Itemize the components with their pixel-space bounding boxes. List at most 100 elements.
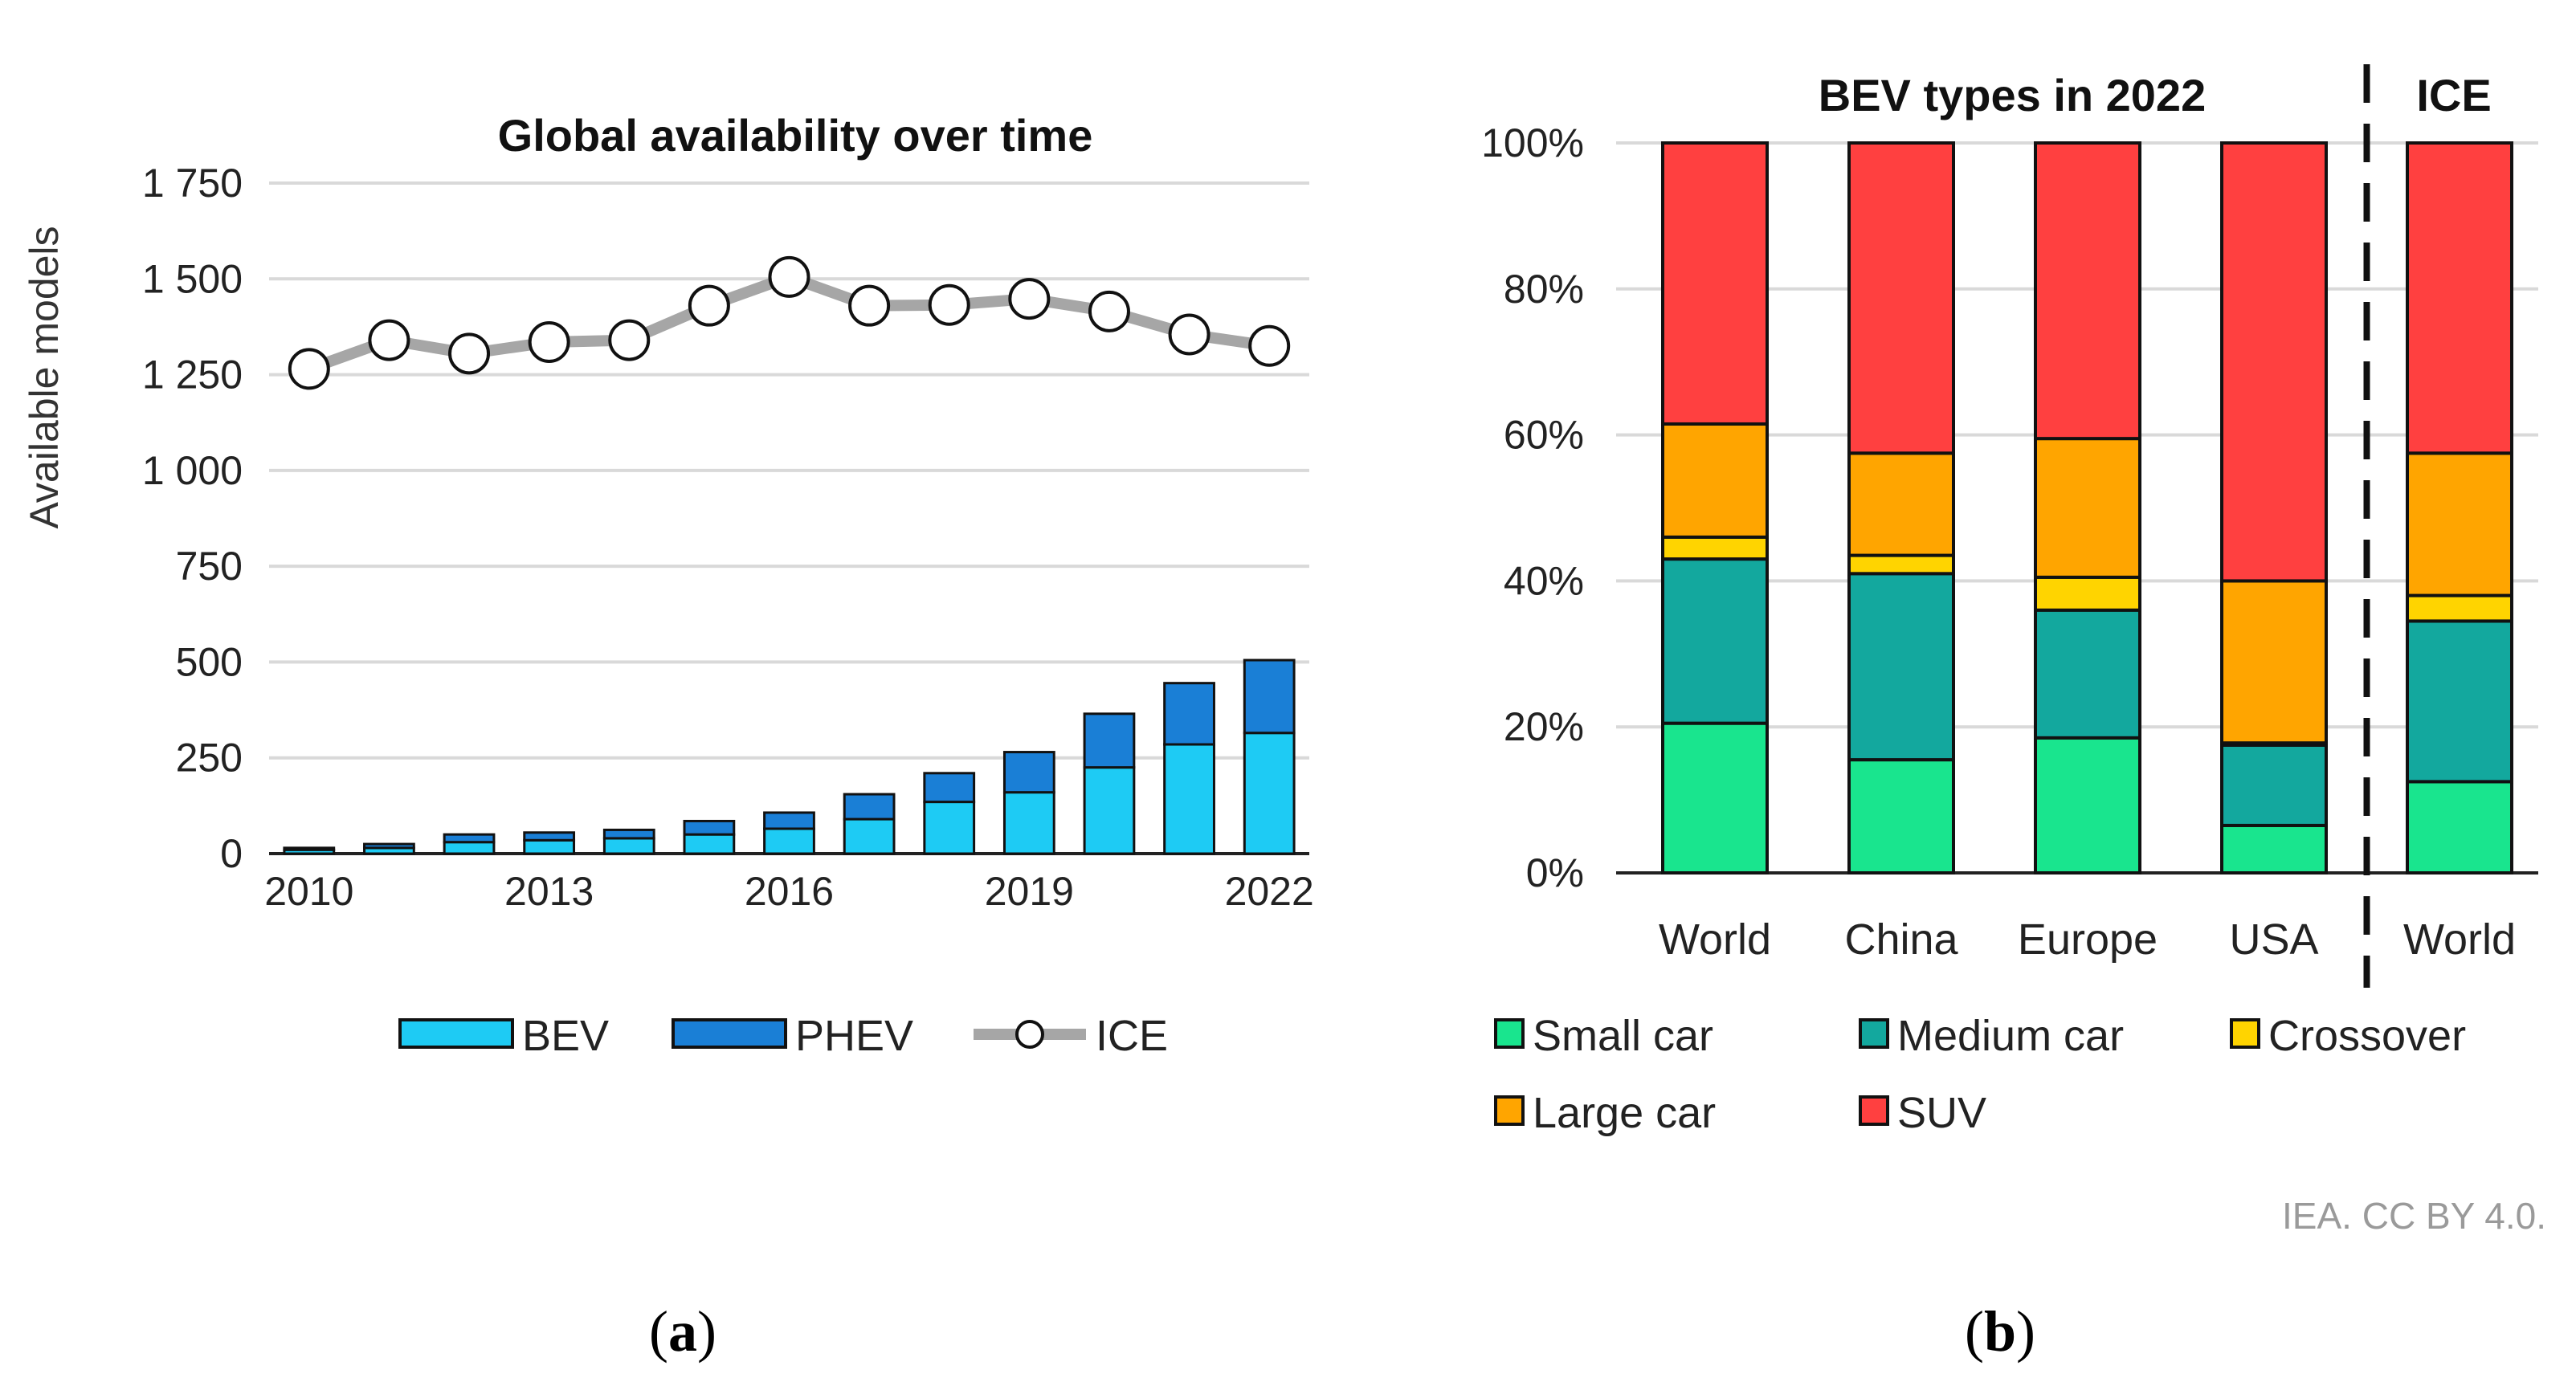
legend-swatch-phev	[672, 1018, 787, 1049]
panel-b-y-tick-label: 20%	[1504, 704, 1584, 749]
panel-a-gridlines	[269, 181, 1309, 855]
panel-b-stacked-bar-chart: BEV types in 2022 ICE 0% 20% 40% 60% 80% 100%…	[1481, 64, 2546, 1237]
ice-point-2021	[1168, 313, 1210, 356]
bar-phev-2019	[1002, 751, 1055, 794]
legend-label-crossover: Crossover	[2268, 1012, 2466, 1060]
bar-phev-2013	[523, 831, 576, 842]
bar-suv-china-1	[1847, 141, 1955, 455]
legend-swatch-bev	[398, 1018, 514, 1049]
bar-large-car-usa-3	[2220, 579, 2328, 745]
panel-b-y-tick-labels: 0% 20% 40% 60% 80% 100%	[1481, 120, 1584, 895]
ice-point-2022	[1248, 324, 1291, 367]
bar-medium-car-europe-2	[2034, 608, 2141, 740]
panel-a-x-tick-label: 2016	[745, 869, 834, 914]
panel-a-y-tick-label: 0	[220, 831, 243, 876]
legend-label-bev: BEV	[522, 1012, 609, 1060]
panel-label-a: (a)	[649, 1299, 716, 1364]
bar-bev-2014	[602, 837, 655, 855]
legend-swatch-crossover	[2230, 1018, 2260, 1049]
panel-b-y-tick-label: 60%	[1504, 413, 1584, 458]
bar-large-car-world-4	[2406, 451, 2513, 597]
bar-phev-2021	[1163, 682, 1215, 746]
ice-point-2014	[608, 319, 651, 361]
bar-crossover-world-4	[2406, 593, 2513, 623]
bar-bev-2019	[1002, 791, 1055, 855]
bar-medium-car-world-4	[2406, 619, 2513, 784]
panel-a-x-tick-label: 2013	[504, 869, 594, 914]
bar-medium-car-world-0	[1661, 557, 1769, 725]
bar-suv-world-4	[2406, 141, 2513, 455]
ice-point-2013	[528, 321, 570, 364]
ice-point-2015	[688, 284, 730, 327]
panel-a-y-tick-label: 1 500	[142, 256, 243, 301]
panel-b-category-label: Europe	[2018, 915, 2158, 964]
ice-point-2017	[848, 284, 891, 327]
legend-label-medium-car: Medium car	[1897, 1012, 2124, 1060]
bar-large-car-china-1	[1847, 451, 1955, 557]
panel-a-y-tick-label: 750	[176, 544, 243, 589]
bar-phev-2022	[1243, 658, 1296, 735]
ice-point-2012	[448, 332, 491, 375]
panel-a-y-tick-label: 1 250	[142, 353, 243, 398]
bar-large-car-world-0	[1661, 422, 1769, 539]
credit-text: IEA. CC BY 4.0.	[2282, 1195, 2546, 1237]
legend-swatch-suv	[1859, 1095, 1889, 1126]
bar-crossover-europe-2	[2034, 575, 2141, 612]
ice-point-2018	[928, 283, 970, 326]
bar-small-car-world-4	[2406, 780, 2513, 874]
bar-phev-2016	[763, 811, 815, 830]
panel-b-secondary-title: ICE	[2416, 70, 2491, 120]
bar-phev-2015	[683, 819, 736, 836]
bar-large-car-europe-2	[2034, 437, 2141, 579]
bar-small-car-europe-2	[2034, 736, 2141, 875]
legend-label-suv: SUV	[1897, 1089, 1986, 1137]
panel-a-x-tick-label: 2019	[985, 869, 1074, 914]
panel-b-y-tick-label: 100%	[1481, 120, 1584, 165]
bar-bev-2021	[1163, 743, 1215, 855]
bar-phev-2014	[602, 828, 655, 840]
panel-b-title: BEV types in 2022	[1819, 70, 2206, 120]
panel-label-b: (b)	[1965, 1299, 2035, 1364]
bar-phev-2011	[363, 842, 415, 850]
bar-bev-2017	[843, 817, 896, 855]
ice-point-2011	[368, 319, 410, 361]
legend-label-small-car: Small car	[1533, 1012, 1713, 1060]
panel-a-x-tick-label: 2010	[264, 869, 353, 914]
bar-small-car-world-0	[1661, 721, 1769, 875]
panel-b-bars	[1661, 141, 2513, 875]
panel-a-bars	[283, 658, 1296, 855]
panel-a-x-tick-labels: 2010 2013 2016 2019 2022	[264, 869, 1314, 914]
panel-b-y-tick-label: 0%	[1526, 850, 1584, 895]
panel-a-y-tick-labels: 0 250 500 750 1 000 1 250 1 500 1 750	[142, 161, 243, 876]
legend-label-phev: PHEV	[795, 1012, 913, 1060]
panel-a-y-tick-label: 1 000	[142, 448, 243, 493]
panel-b-y-tick-label: 40%	[1504, 558, 1584, 603]
panel-b-category-label: China	[1844, 915, 1958, 964]
ice-point-2019	[1008, 278, 1051, 320]
legend-label-large-car: Large car	[1533, 1089, 1716, 1137]
bar-bev-2016	[763, 827, 815, 855]
bar-suv-usa-3	[2220, 141, 2328, 583]
legend-swatch-small-car	[1494, 1018, 1525, 1049]
bar-bev-2015	[683, 833, 736, 855]
panel-a-y-tick-label: 250	[176, 736, 243, 781]
panel-a-x-tick-label: 2022	[1225, 869, 1314, 914]
panel-a-ice-line	[288, 255, 1291, 390]
panel-a-y-axis-label: Available models	[22, 226, 67, 528]
bar-phev-2018	[923, 772, 976, 804]
bar-bev-2013	[523, 838, 576, 855]
bar-phev-2010	[283, 846, 336, 851]
bar-suv-world-0	[1661, 141, 1769, 426]
bar-bev-2022	[1243, 732, 1296, 855]
bar-suv-europe-2	[2034, 141, 2141, 441]
bar-small-car-china-1	[1847, 758, 1955, 874]
legend-swatch-ice-marker	[1015, 1020, 1044, 1049]
panel-a-title: Global availability over time	[498, 110, 1093, 161]
bar-phev-2020	[1083, 712, 1136, 769]
panel-a-y-tick-label: 500	[176, 639, 243, 684]
panel-a-line-bar-chart: Global availability over time Available …	[22, 110, 1314, 1060]
panel-b-category-label: USA	[2229, 915, 2318, 964]
bar-medium-car-china-1	[1847, 572, 1955, 762]
bar-bev-2018	[923, 801, 976, 855]
